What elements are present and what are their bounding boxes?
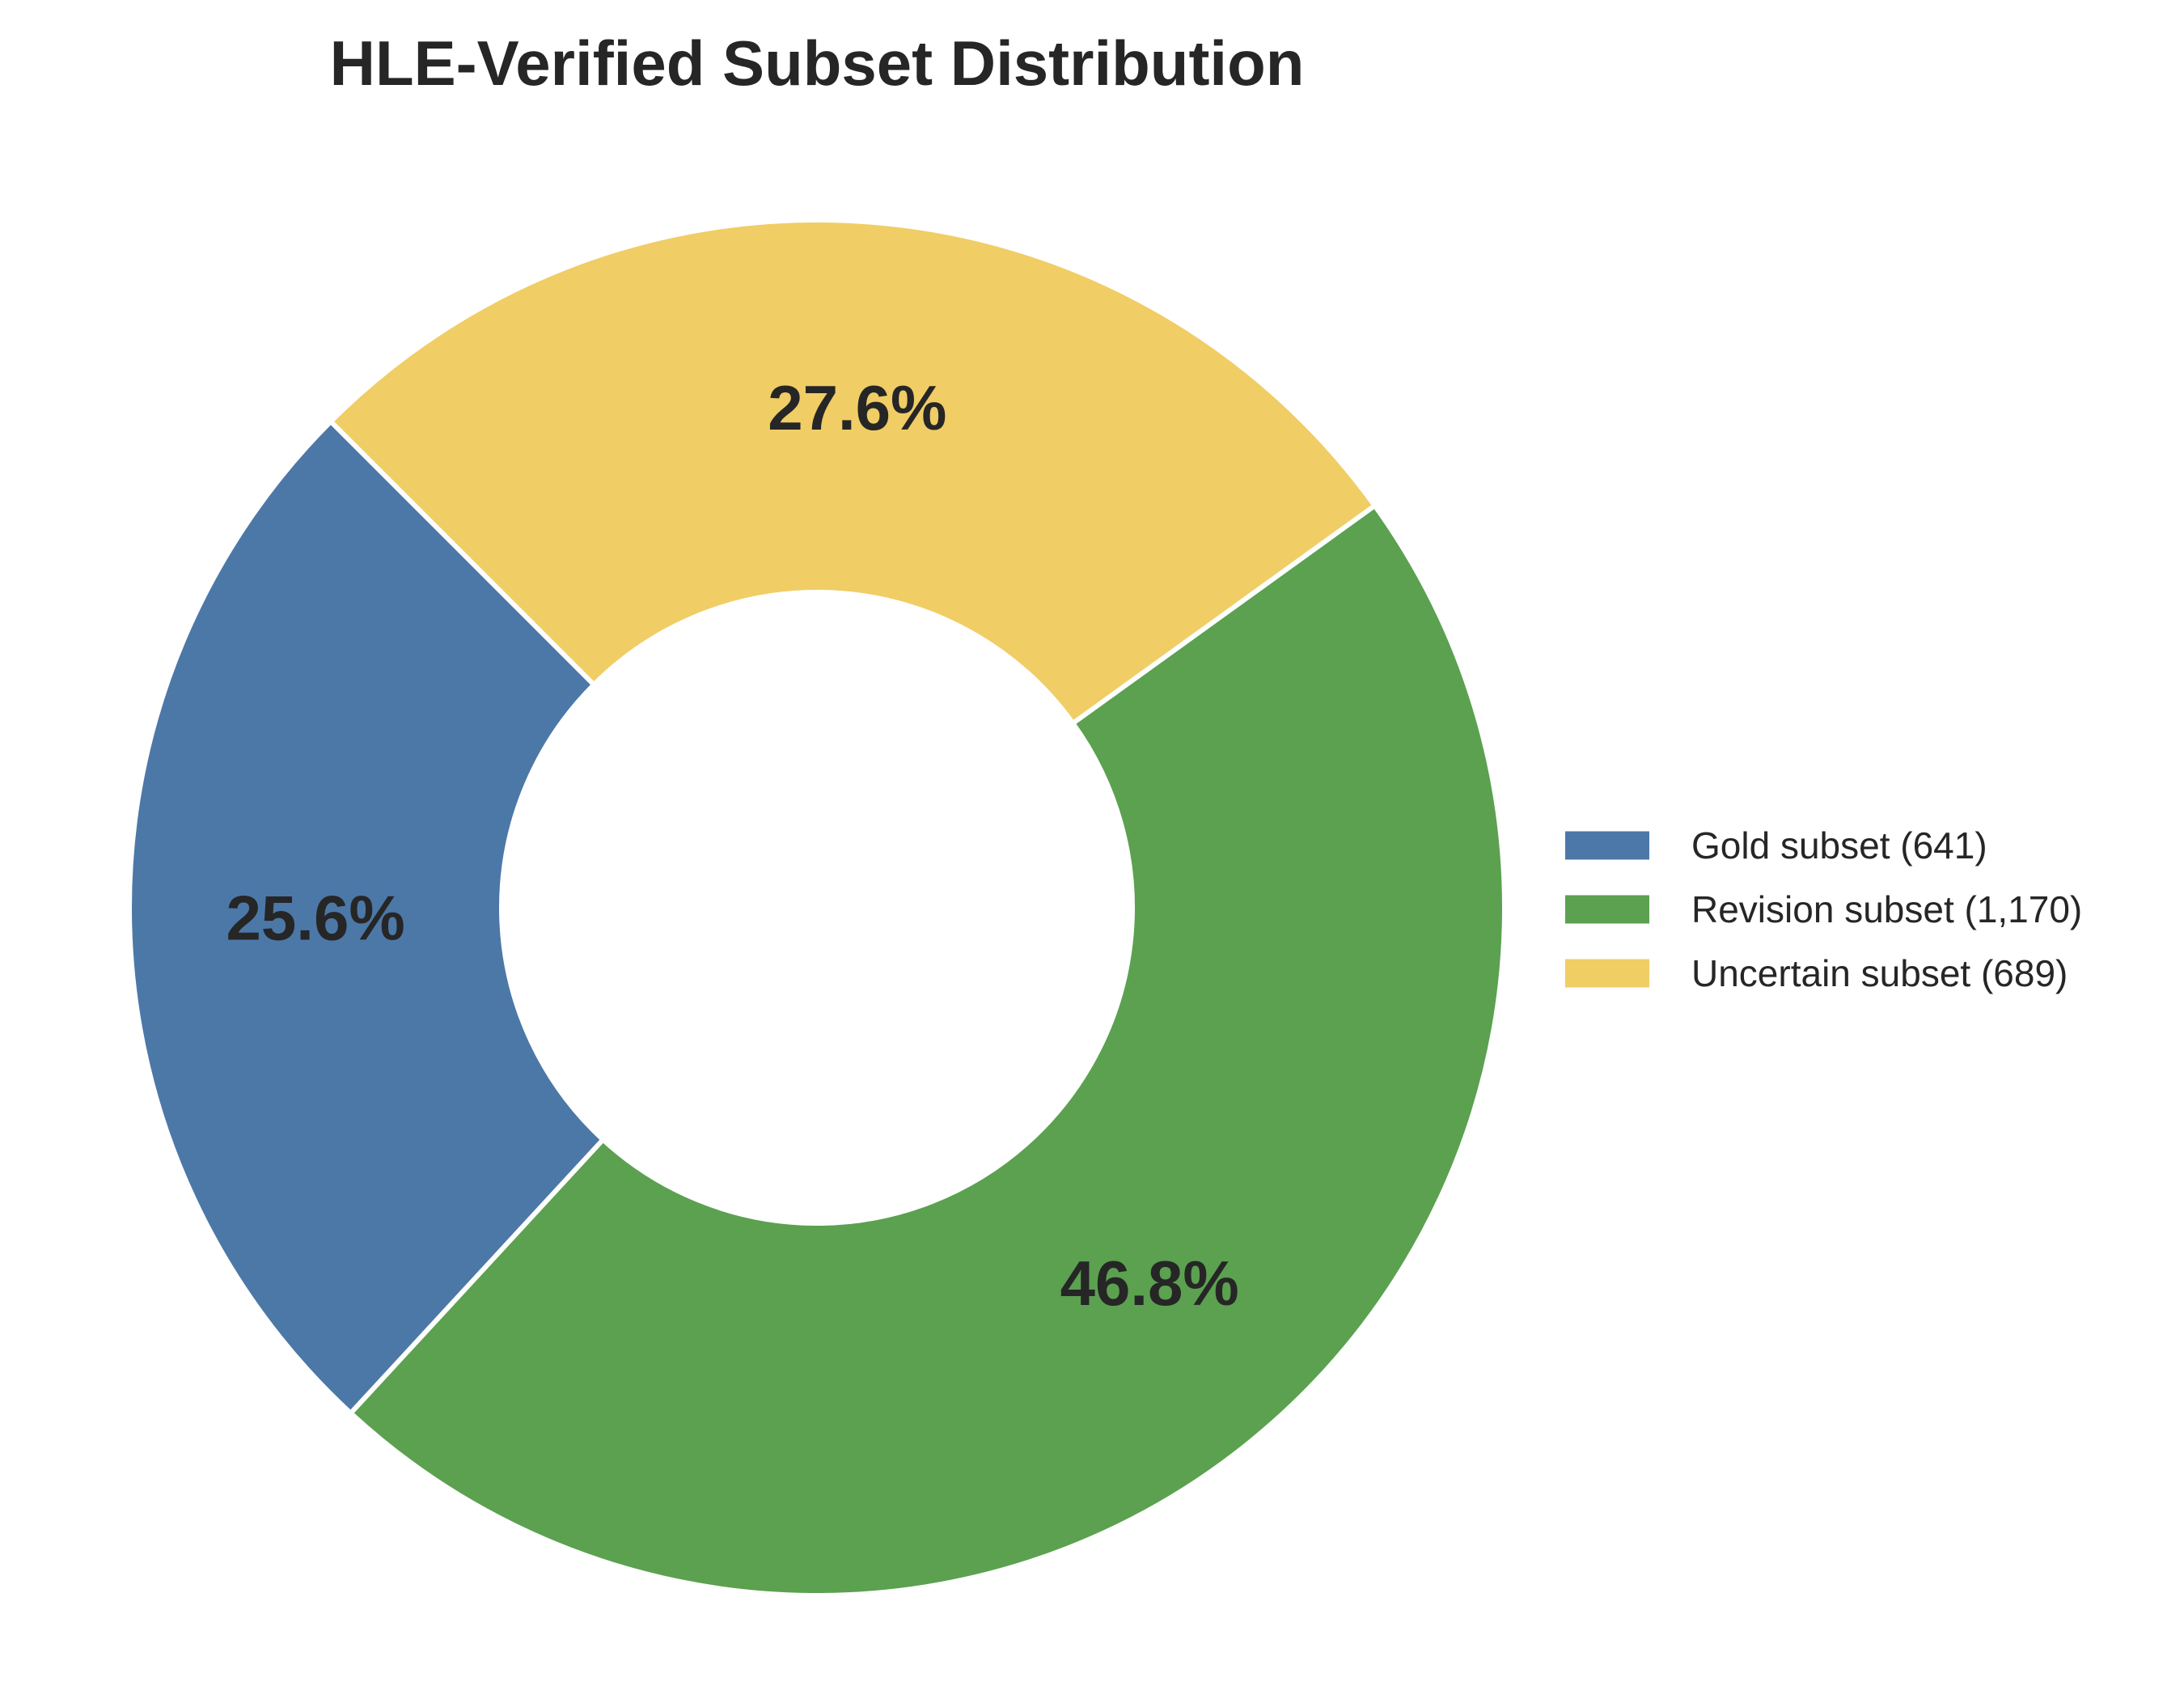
- slice-revision-subset: [348, 502, 1507, 1598]
- percent-label-gold-subset: 25.6%: [226, 882, 405, 953]
- legend-swatch-uncertain-subset: [1565, 959, 1649, 988]
- slice-gold-subset: [127, 418, 606, 1416]
- legend-swatch-gold-subset: [1565, 831, 1649, 860]
- percent-label-uncertain-subset: 27.6%: [768, 372, 946, 443]
- legend-label-revision-subset: Revision subset (1,170): [1691, 888, 2082, 930]
- slice-uncertain-subset: [328, 218, 1378, 726]
- legend-label-gold-subset: Gold subset (641): [1691, 824, 1987, 866]
- percent-labels: 25.6% 46.8% 27.6%: [226, 372, 1239, 1319]
- legend: Gold subset (641) Revision subset (1,170)…: [1565, 824, 2082, 994]
- legend-swatch-revision-subset: [1565, 895, 1649, 924]
- percent-label-revision-subset: 46.8%: [1060, 1248, 1239, 1319]
- chart-title: HLE-Verified Subset Distribution: [330, 28, 1305, 99]
- legend-label-uncertain-subset: Uncertain subset (689): [1691, 952, 2068, 994]
- pie-slices: [127, 218, 1507, 1598]
